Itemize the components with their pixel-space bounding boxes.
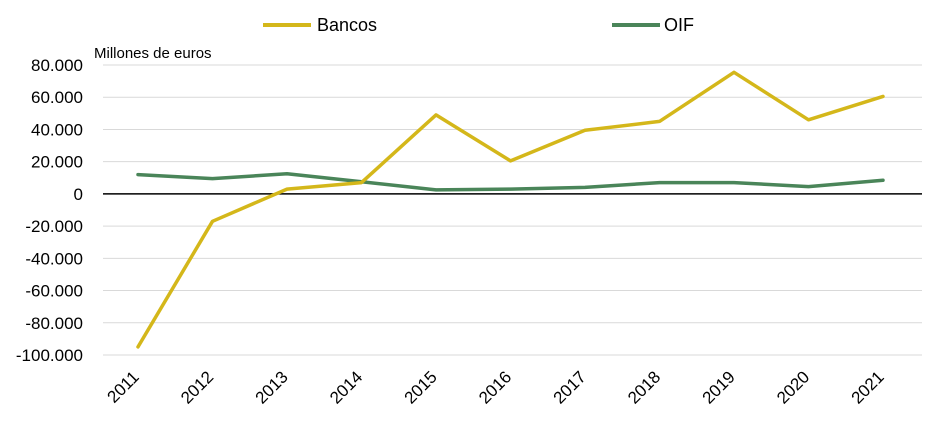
y-axis: 80.000 60.000 40.000 20.000 0 -20.000 -40.000 -… xyxy=(16,56,83,365)
x-tick-label: 2021 xyxy=(848,367,888,407)
x-tick-label: 2017 xyxy=(550,367,590,407)
y-tick-label: -80.000 xyxy=(25,314,83,333)
y-tick-label: -60.000 xyxy=(25,282,83,301)
grid-lines xyxy=(103,64,922,356)
series-line-oif xyxy=(136,172,885,192)
series-line-bancos xyxy=(136,70,885,349)
y-tick-label: 0 xyxy=(74,185,83,204)
y-tick-label: 20.000 xyxy=(31,153,83,172)
x-tick-label: 2011 xyxy=(104,367,143,406)
y-tick-label: -20.000 xyxy=(25,217,83,236)
legend-label-bancos: Bancos xyxy=(317,15,377,35)
x-tick-label: 2014 xyxy=(326,367,366,407)
legend: Bancos OIF xyxy=(263,15,694,35)
x-axis: 2011 2012 2013 2014 2015 2016 2017 2018 2019 2020… xyxy=(104,367,888,407)
x-tick-label: 2015 xyxy=(401,367,441,407)
x-tick-label: 2016 xyxy=(475,367,515,407)
x-tick-label: 2012 xyxy=(177,367,217,407)
x-tick-label: 2018 xyxy=(624,367,664,407)
y-tick-label: 80.000 xyxy=(31,56,83,75)
unit-label: Millones de euros xyxy=(94,45,212,62)
x-tick-label: 2013 xyxy=(252,367,292,407)
y-tick-label: -100.000 xyxy=(16,346,83,365)
y-tick-label: -40.000 xyxy=(25,249,83,268)
legend-label-oif: OIF xyxy=(664,15,694,35)
y-tick-label: 60.000 xyxy=(31,88,83,107)
x-tick-label: 2019 xyxy=(699,367,739,407)
series-lines xyxy=(136,70,885,349)
x-tick-label: 2020 xyxy=(773,367,813,407)
y-tick-label: 40.000 xyxy=(31,120,83,139)
